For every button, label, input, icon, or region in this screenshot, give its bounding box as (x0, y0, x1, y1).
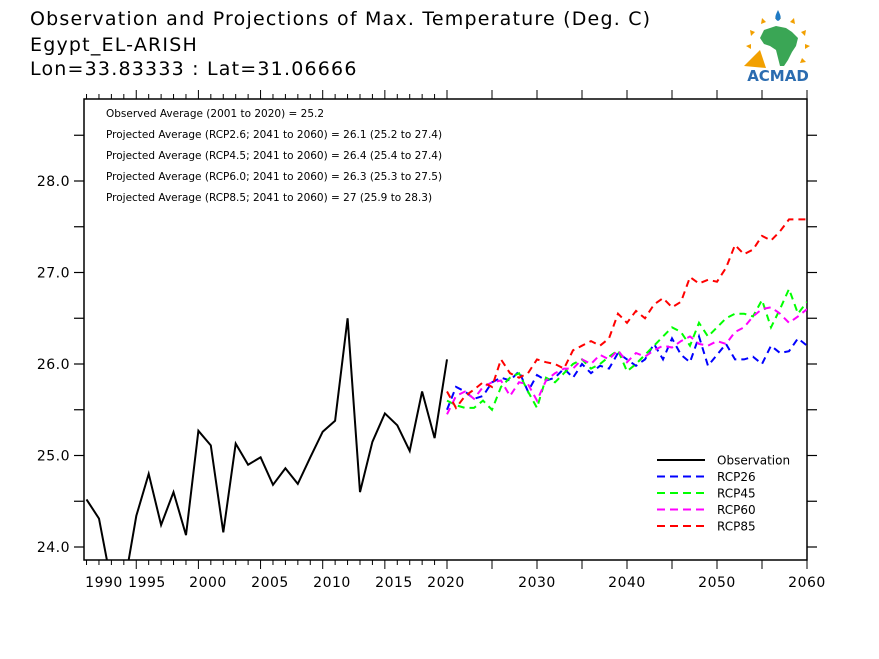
x-tick-label: 2020 (427, 575, 465, 591)
x-tick-label: 2005 (251, 575, 289, 591)
annotation-observed-average: Observed Average (2001 to 2020) = 25.2 (106, 108, 324, 120)
station-name: Egypt_EL-ARISH (30, 34, 198, 56)
annotation-rcp60-average: Projected Average (RCP6.0; 2041 to 2060)… (106, 171, 442, 183)
legend: Observation RCP26 RCP45 RCP60 RCP85 (657, 454, 790, 534)
plot-border (83, 98, 808, 561)
x-tick-label: 2000 (189, 575, 227, 591)
series-lines (85, 218, 807, 560)
acmad-logo: ACMAD (744, 10, 810, 84)
legend-label-rcp60: RCP60 (717, 503, 756, 517)
y-tick-label: 26.0 (37, 357, 70, 373)
logo-text: ACMAD (747, 67, 809, 84)
plot-frame (83, 98, 808, 561)
annotation-rcp45-average: Projected Average (RCP4.5; 2041 to 2060)… (106, 150, 442, 162)
legend-label-rcp45: RCP45 (717, 487, 756, 501)
y-axis: 24.0 25.0 26.0 27.0 28.0 (37, 134, 817, 556)
series-line-observation (85, 318, 448, 560)
station-coordinates: Lon=33.83333 : Lat=31.06666 (30, 58, 358, 80)
legend-label-rcp85: RCP85 (717, 520, 756, 534)
x-tick-label: 2040 (608, 575, 646, 591)
y-tick-label: 25.0 (37, 449, 70, 465)
x-tick-label: 2015 (375, 575, 413, 591)
x-tick-label: 1995 (128, 575, 166, 591)
chart-title: Observation and Projections of Max. Temp… (30, 8, 652, 30)
x-tick-label: 2010 (313, 575, 351, 591)
series-line-rcp45 (446, 286, 807, 412)
legend-label-observation: Observation (717, 454, 790, 468)
x-tick-label: 2030 (518, 575, 556, 591)
x-tick-label: 2060 (788, 575, 826, 591)
annotation-rcp26-average: Projected Average (RCP2.6; 2041 to 2060)… (106, 129, 442, 141)
annotations: Observed Average (2001 to 2020) = 25.2 P… (106, 108, 442, 204)
y-tick-label: 24.0 (37, 540, 70, 556)
series-line-rcp26 (446, 333, 807, 411)
annotation-rcp85-average: Projected Average (RCP8.5; 2041 to 2060)… (106, 192, 432, 204)
legend-label-rcp26: RCP26 (717, 470, 756, 484)
water-drop-icon (775, 10, 781, 21)
x-tick-label: 1990 (85, 575, 123, 591)
x-tick-label: 2050 (698, 575, 736, 591)
y-tick-label: 27.0 (37, 266, 70, 282)
x-axis: 1990 1995 2000 2005 2010 2015 2020 2030 2040 2050… (85, 90, 826, 591)
y-tick-label: 28.0 (37, 174, 70, 190)
africa-map-icon (760, 26, 798, 66)
